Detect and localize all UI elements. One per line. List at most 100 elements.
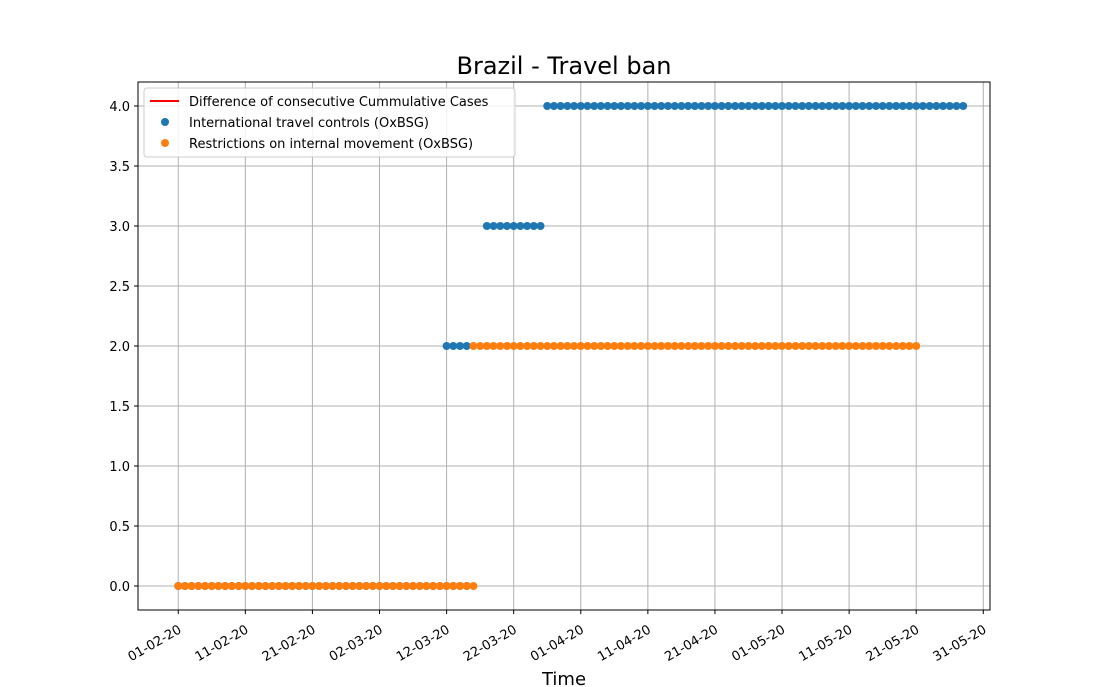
data-point-series-2 (710, 342, 719, 350)
data-point-series-2 (570, 342, 579, 350)
data-point-series-1 (731, 102, 740, 110)
data-point-series-2 (811, 342, 820, 350)
data-point-series-2 (818, 342, 827, 350)
legend-label: Difference of consecutive Cummulative Ca… (189, 95, 489, 110)
data-point-series-1 (563, 102, 572, 110)
data-point-series-2 (415, 582, 424, 590)
data-point-series-2 (663, 342, 672, 350)
data-point-series-1 (905, 102, 914, 110)
data-point-series-1 (516, 222, 525, 230)
data-point-series-2 (643, 342, 652, 350)
y-tick-label: 1.5 (109, 400, 130, 415)
data-point-series-2 (201, 582, 210, 590)
data-point-series-2 (355, 582, 364, 590)
data-point-series-2 (563, 342, 572, 350)
data-point-series-1 (724, 102, 733, 110)
data-point-series-2 (596, 342, 605, 350)
data-point-series-2 (295, 582, 304, 590)
data-point-series-2 (764, 342, 773, 350)
data-point-series-1 (509, 222, 518, 230)
data-point-series-2 (845, 342, 854, 350)
y-tick-label: 2.5 (109, 280, 130, 295)
data-point-series-1 (482, 222, 491, 230)
data-point-series-1 (663, 102, 672, 110)
data-point-series-1 (630, 102, 639, 110)
data-point-series-2 (757, 342, 766, 350)
data-point-series-1 (704, 102, 713, 110)
data-point-series-2 (543, 342, 552, 350)
y-tick-label: 3.0 (109, 220, 130, 235)
data-point-series-2 (905, 342, 914, 350)
legend-label: Restrictions on internal movement (OxBSG… (189, 137, 473, 152)
data-point-series-2 (650, 342, 659, 350)
data-point-series-2 (617, 342, 626, 350)
data-point-series-2 (409, 582, 418, 590)
data-point-series-1 (529, 222, 538, 230)
data-point-series-2 (798, 342, 807, 350)
data-point-series-1 (831, 102, 840, 110)
data-point-series-2 (684, 342, 693, 350)
data-point-series-1 (684, 102, 693, 110)
data-point-series-1 (925, 102, 934, 110)
data-point-series-2 (737, 342, 746, 350)
data-point-series-1 (871, 102, 880, 110)
data-point-series-1 (945, 102, 954, 110)
data-point-series-1 (576, 102, 585, 110)
data-point-series-2 (368, 582, 377, 590)
data-point-series-2 (469, 342, 478, 350)
data-point-series-2 (717, 342, 726, 350)
data-point-series-1 (818, 102, 827, 110)
data-point-series-1 (912, 102, 921, 110)
data-point-series-2 (838, 342, 847, 350)
data-point-series-1 (885, 102, 894, 110)
data-point-series-1 (737, 102, 746, 110)
data-point-series-1 (570, 102, 579, 110)
data-point-series-1 (536, 222, 545, 230)
data-point-series-2 (268, 582, 277, 590)
data-point-series-1 (824, 102, 833, 110)
data-point-series-2 (462, 582, 471, 590)
legend-box (143, 87, 516, 158)
data-point-series-2 (388, 582, 397, 590)
data-point-series-2 (315, 582, 324, 590)
data-point-series-1 (590, 102, 599, 110)
data-point-series-1 (543, 102, 552, 110)
data-point-series-2 (335, 582, 344, 590)
data-point-series-2 (422, 582, 431, 590)
data-point-series-1 (811, 102, 820, 110)
data-point-series-2 (603, 342, 612, 350)
data-point-series-1 (959, 102, 968, 110)
data-point-series-2 (375, 582, 384, 590)
data-point-series-2 (435, 582, 444, 590)
data-point-series-2 (234, 582, 243, 590)
data-point-series-2 (502, 342, 511, 350)
data-point-series-2 (576, 342, 585, 350)
data-point-series-2 (348, 582, 357, 590)
data-point-series-2 (731, 342, 740, 350)
data-point-series-2 (241, 582, 250, 590)
data-point-series-2 (301, 582, 310, 590)
data-point-series-1 (462, 342, 471, 350)
data-point-series-1 (650, 102, 659, 110)
data-point-series-2 (476, 342, 485, 350)
data-point-series-2 (831, 342, 840, 350)
data-point-series-1 (798, 102, 807, 110)
data-point-series-1 (918, 102, 927, 110)
data-point-series-2 (261, 582, 270, 590)
y-tick-label: 0.0 (109, 580, 130, 595)
data-point-series-2 (771, 342, 780, 350)
data-point-series-2 (489, 342, 498, 350)
data-point-series-1 (858, 102, 867, 110)
data-point-series-2 (402, 582, 411, 590)
data-point-series-2 (751, 342, 760, 350)
data-point-series-2 (221, 582, 230, 590)
data-point-series-2 (207, 582, 216, 590)
data-point-series-2 (516, 342, 525, 350)
data-point-series-1 (932, 102, 941, 110)
data-point-series-2 (878, 342, 887, 350)
data-point-series-2 (214, 582, 223, 590)
data-point-series-2 (697, 342, 706, 350)
y-tick-label: 3.5 (109, 160, 130, 175)
legend-label: International travel controls (OxBSG) (189, 116, 429, 131)
chart-title: Brazil - Travel ban (456, 52, 671, 80)
